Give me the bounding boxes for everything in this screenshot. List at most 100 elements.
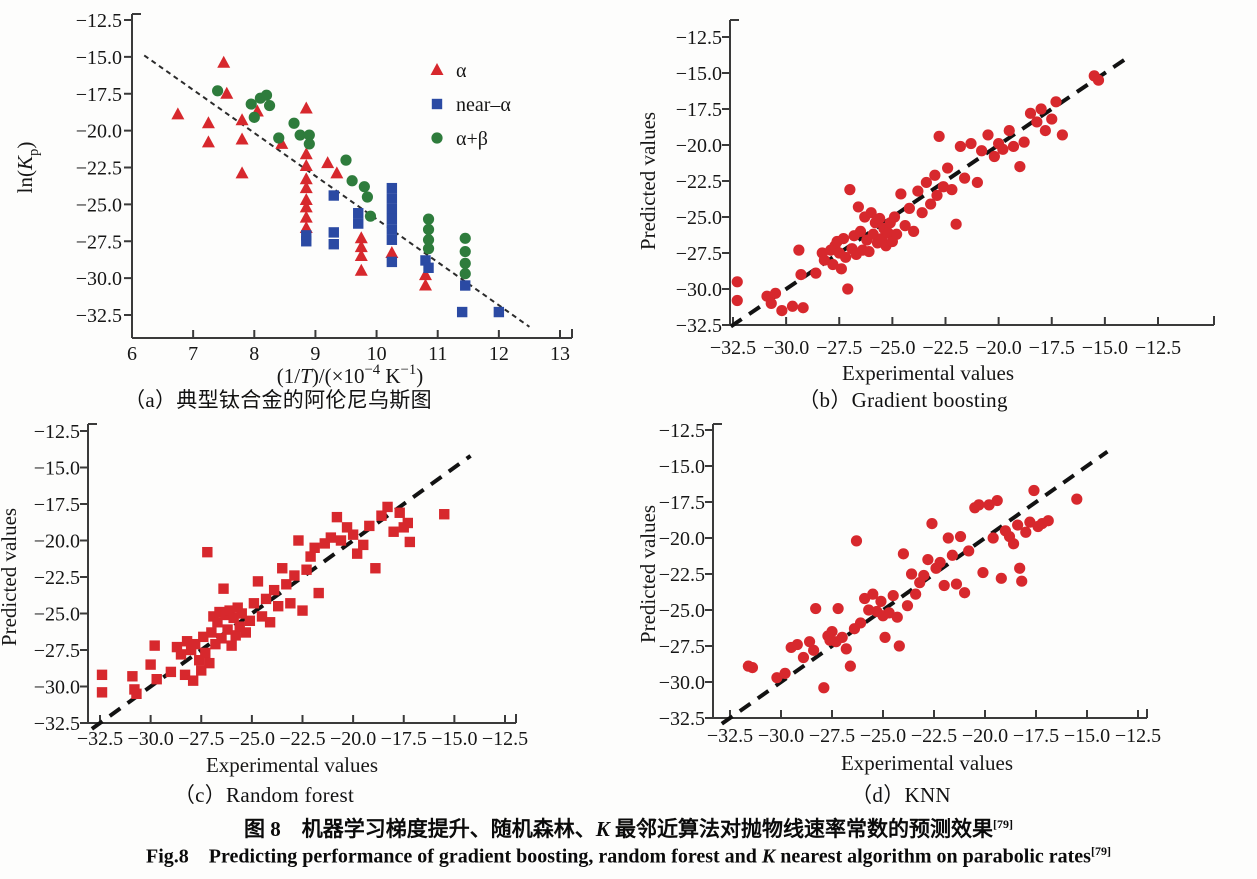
caption-zh-part2: 最邻近算法对抛物线速率常数的预测效果 [609, 817, 993, 841]
identity-line [90, 454, 472, 731]
caption-en-part1: Fig.8 Predicting performance of gradient… [146, 845, 762, 868]
svg-text:−17.5: −17.5 [659, 492, 705, 514]
tick-labels: −32.5 −30.0 −27.5 −25.0 −22.5 −20.0 −17.5 −15.0… [659, 420, 1161, 747]
svg-text:−27.5: −27.5 [809, 725, 855, 747]
svg-text:−12.5: −12.5 [34, 421, 80, 443]
svg-text:−20.0: −20.0 [330, 728, 376, 750]
svg-text:−32.5: −32.5 [710, 337, 756, 359]
legend-label-near–α: near–α [456, 94, 511, 116]
svg-text:−22.5: −22.5 [911, 725, 957, 747]
svg-text:6: 6 [127, 343, 137, 365]
axis-labels: Experimental values Predicted values [636, 505, 1013, 775]
chart-c-random-forest: −32.5 −30.0 −27.5 −25.0 −22.5 −20.0 −17.5 −15.0… [0, 421, 528, 777]
tick-labels: −32.5 −30.0 −27.5 −25.0 −22.5 −20.0 −17.5 −15.0… [34, 421, 528, 750]
figure-caption-en: Fig.8 Predicting performance of gradient… [0, 844, 1257, 869]
axes [722, 19, 1215, 326]
axes [80, 423, 517, 724]
chart-a-arrhenius-plot: 6 7 8 9 10 11 12 13 −12.5 −15.0 −17.5 −20.0 −22.5 −25… [13, 10, 573, 388]
svg-text:−32.5: −32.5 [77, 728, 123, 750]
svg-text:−27.5: −27.5 [659, 636, 705, 658]
axis-labels: Experimental values Predicted values [0, 508, 378, 777]
caption-en-italic-k: K [761, 845, 776, 868]
figure-caption-zh: 图 8 机器学习梯度提升、随机森林、K 最邻近算法对抛物线速率常数的预测效果[7… [0, 813, 1257, 843]
svg-text:−12.5: −12.5 [482, 728, 528, 750]
identity-line [720, 449, 1109, 726]
caption-zh-italic-k: K [595, 817, 610, 841]
axis-labels: (1/T)/(×10−4 K−1) ln(Kp) [13, 142, 423, 388]
svg-text:10: 10 [367, 343, 387, 365]
svg-text:−17.5: −17.5 [676, 99, 722, 121]
svg-text:−22.5: −22.5 [676, 171, 722, 193]
svg-text:8: 8 [249, 343, 259, 365]
svg-text:−30.0: −30.0 [676, 279, 722, 301]
svg-text:−25.0: −25.0 [860, 725, 906, 747]
svg-text:−25.0: −25.0 [659, 600, 705, 622]
scatter-points [171, 55, 505, 318]
svg-text:−12.5: −12.5 [1115, 725, 1161, 747]
legend: α near–α α+β [430, 60, 511, 150]
svg-text:−20.0: −20.0 [34, 531, 80, 553]
svg-text:−30.0: −30.0 [659, 672, 705, 694]
svg-text:−25.0: −25.0 [676, 207, 722, 229]
svg-text:−15.0: −15.0 [1082, 337, 1128, 359]
svg-text:11: 11 [428, 343, 447, 365]
scatter-points [742, 484, 1083, 694]
svg-text:−22.5: −22.5 [659, 564, 705, 586]
svg-text:−32.5: −32.5 [707, 725, 753, 747]
caption-zh-part1: 图 8 机器学习梯度提升、随机森林、 [243, 817, 596, 841]
svg-text:−17.5: −17.5 [381, 728, 427, 750]
svg-text:−27.5: −27.5 [676, 243, 722, 265]
svg-text:−15.0: −15.0 [676, 63, 722, 85]
svg-text:13: 13 [550, 343, 570, 365]
svg-text:−32.5: −32.5 [659, 708, 705, 730]
svg-text:−22.5: −22.5 [76, 158, 122, 180]
subcaption-a: （a）典型钛合金的阿伦尼乌斯图 [124, 388, 432, 412]
subcaption-d: （d）KNN [851, 783, 951, 807]
tick-labels: 6 7 8 9 10 11 12 13 −12.5 −15.0 −17.5 −20.0 −22.5 −25… [76, 10, 570, 365]
axes [124, 13, 573, 339]
legend-label-α: α [456, 60, 467, 82]
svg-text:−22.5: −22.5 [922, 337, 968, 359]
svg-text:−15.0: −15.0 [76, 47, 122, 69]
y-axis-label: ln(Kp) [13, 142, 42, 194]
identity-line [729, 55, 1130, 329]
svg-text:−27.5: −27.5 [34, 640, 80, 662]
subcaption-c: （c）Random forest [173, 783, 355, 807]
svg-text:−12.5: −12.5 [1135, 337, 1181, 359]
legend-label-α+β: α+β [456, 128, 488, 150]
svg-text:−27.5: −27.5 [178, 728, 224, 750]
svg-text:−27.5: −27.5 [76, 231, 122, 253]
caption-en-reference: [79] [1090, 844, 1111, 858]
svg-text:−15.0: −15.0 [1064, 725, 1110, 747]
svg-text:−12.5: −12.5 [676, 27, 722, 49]
svg-text:−30.0: −30.0 [763, 337, 809, 359]
series-α [171, 55, 432, 291]
svg-text:−25.0: −25.0 [34, 604, 80, 626]
svg-text:−30.0: −30.0 [127, 728, 173, 750]
svg-text:−15.0: −15.0 [34, 458, 80, 480]
svg-text:−27.5: −27.5 [816, 337, 862, 359]
svg-text:−32.5: −32.5 [676, 315, 722, 337]
svg-text:−20.0: −20.0 [975, 337, 1021, 359]
svg-text:−12.5: −12.5 [76, 10, 122, 32]
subcaption-b: （b）Gradient boosting [798, 388, 1008, 412]
axis-labels: Experimental values Predicted values [636, 112, 1014, 385]
caption-en-part2: nearest algorithm on parabolic rates [775, 845, 1091, 868]
series-near–α [301, 182, 505, 318]
svg-text:−30.0: −30.0 [758, 725, 804, 747]
svg-text:−17.5: −17.5 [1029, 337, 1075, 359]
svg-text:−17.5: −17.5 [76, 84, 122, 106]
svg-text:−20.0: −20.0 [676, 135, 722, 157]
svg-text:−32.5: −32.5 [76, 305, 122, 327]
svg-text:−12.5: −12.5 [659, 420, 705, 442]
tick-labels: −32.5 −30.0 −27.5 −25.0 −22.5 −20.0 −17.5 −15.0… [676, 27, 1181, 359]
svg-text:−25.0: −25.0 [229, 728, 275, 750]
svg-text:−17.5: −17.5 [34, 494, 80, 516]
svg-text:−22.5: −22.5 [34, 567, 80, 589]
series-α+β [212, 85, 471, 280]
axes [705, 423, 1148, 719]
y-axis-label: Predicted values [0, 508, 21, 646]
svg-text:−20.0: −20.0 [76, 121, 122, 143]
x-axis-label: Experimental values [842, 361, 1014, 385]
svg-text:−17.5: −17.5 [1013, 725, 1059, 747]
